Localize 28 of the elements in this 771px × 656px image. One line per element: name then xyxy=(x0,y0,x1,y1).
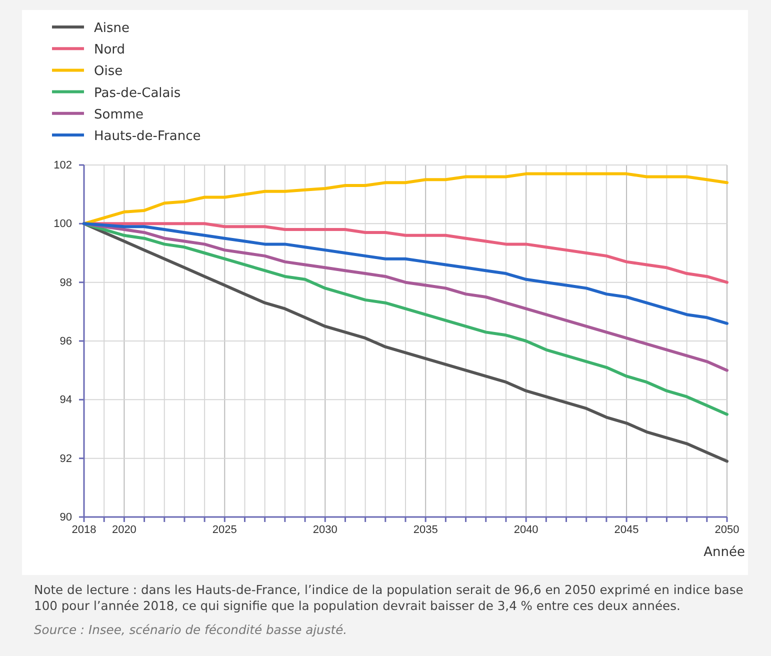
y-tick-label: 94 xyxy=(60,394,72,406)
y-tick-label: 96 xyxy=(60,336,72,348)
y-tick-label: 92 xyxy=(60,452,72,465)
legend-label: Hauts-de-France xyxy=(94,129,201,144)
y-tick-label: 102 xyxy=(54,160,72,172)
line-series xyxy=(82,222,728,416)
x-tick-label: 2030 xyxy=(312,524,338,536)
legend-label: Somme xyxy=(94,107,144,122)
x-axis-title: Année xyxy=(704,545,745,560)
x-tick-label: 2035 xyxy=(413,524,438,536)
text: Note de lecture : dans les Hauts-de-France, l’indice de la population serait de 96,6 en 2050 exprimé en indice base 100 pour l’année 2018, ce qui signifie que la population devrait baisser de 3,4 % entre ces deux années. xyxy=(34,582,744,614)
line-series xyxy=(82,172,728,226)
legend-label: Nord xyxy=(94,42,126,58)
x-tick-label: 2050 xyxy=(714,524,740,536)
x-tick-label: 2045 xyxy=(614,524,639,536)
legend-label: Aisne xyxy=(94,21,130,36)
legend-label: Pas-de-Calais xyxy=(94,86,181,101)
y-tick-label: 90 xyxy=(60,512,72,524)
x-tick-label: 2040 xyxy=(514,524,538,536)
source-note: Source : Insee, scénario de fécondité basse ajusté. xyxy=(34,622,348,638)
x-tick-label: 2020 xyxy=(112,524,136,536)
line-series xyxy=(82,222,728,372)
legend-label: Oise xyxy=(94,64,123,80)
y-tick-label: 98 xyxy=(60,276,72,289)
x-tick-label: 2025 xyxy=(212,524,237,536)
line-series xyxy=(82,222,728,325)
y-tick-label: 100 xyxy=(54,218,72,230)
x-tick-label: 2018 xyxy=(72,524,96,536)
